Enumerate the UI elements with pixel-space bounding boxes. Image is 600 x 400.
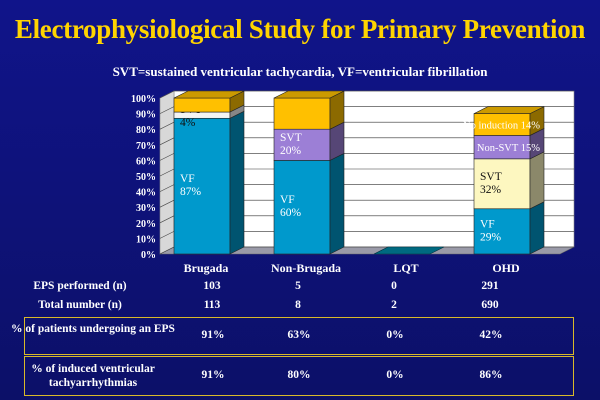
table-row-percent-induced: % of induced ventricular tachyarrhythmia… [24,356,574,396]
gridline-side [159,168,175,177]
data-label-name: SVT [480,171,502,183]
data-label-percent: 20% [280,145,302,157]
data-label-name: SVT [280,132,302,144]
data-label-name: VF [480,218,495,230]
table-row-total-number: Total number (n) 113 8 2 690 [0,299,600,317]
y-tick-label: 50% [136,172,156,183]
row-label: % of induced ventricular tachyarrhythmia… [31,363,155,389]
bar-segment-top [473,106,545,114]
data-label-name: VF [280,194,295,206]
cell-lqt: 0% [386,369,404,381]
gridline-side [159,137,175,146]
data-label: No induction 14% [463,121,540,132]
gridline-side [159,184,175,192]
data-label-name: VF [180,173,195,185]
gridline-side [159,246,175,255]
cell-ohd: 690 [481,299,499,311]
gridline-side [159,215,175,224]
bar-segment-top [173,90,245,99]
row-label: Total number (n) [38,299,122,311]
y-tick-label: 30% [136,203,156,214]
x-category-label: Brugada [184,261,229,275]
bar-segment-side [529,151,545,210]
cell-non-brugada: 5 [295,280,301,292]
gridline-side [159,106,175,114]
gridline-side [159,199,175,208]
cell-lqt: 0 [391,280,397,292]
table-row-eps-performed: EPS performed (n) 103 5 0 291 [0,280,600,298]
cell-brugada: 113 [203,299,221,311]
cell-non-brugada: 80% [287,369,311,381]
bar-segment [173,117,231,255]
cell-ohd: 86% [479,369,503,381]
bar-segment-side [329,152,345,255]
data-label-percent: 29% [480,231,502,243]
bar-segment-side [229,110,245,255]
bar-segment-top [273,90,345,99]
y-tick-label: 20% [136,219,156,230]
cell-ohd: 291 [481,280,499,292]
slide-title: Electrophysiological Study for Primary P… [14,14,586,44]
cell-lqt: 2 [391,299,397,311]
cell-brugada: 91% [201,329,225,341]
bar-segment-side [529,201,545,255]
bar-segment [273,128,331,161]
y-tick-label: 90% [136,110,156,121]
x-category-label: OHD [492,261,520,275]
data-label: Non-SVT 15% [477,143,540,154]
x-category-label: LQT [393,261,418,275]
bar-segment [473,208,531,255]
data-label-percent: 60% [280,207,302,219]
bar-segment [173,97,231,113]
cell-non-brugada: 63% [287,329,311,341]
cell-lqt: 0% [386,329,404,341]
slide-subtitle: SVT=sustained ventricular tachycardia, V… [112,64,488,79]
gridline-side [159,121,175,130]
row-label: % of patients undergoing an EPS [11,323,175,335]
table-row-percent-eps: % of patients undergoing an EPS 91% 63% … [11,317,574,355]
cell-non-brugada: 8 [295,299,301,311]
bar-empty-base [373,246,445,255]
gridline-side [159,153,175,161]
x-category-label: Non-Brugada [271,261,341,275]
y-tick-label: 0% [141,250,156,261]
cell-brugada: 91% [201,369,225,381]
stacked-bar-chart: 0%10%20%30%40%50%60%70%80%90%100%VF87%SV… [131,90,575,275]
y-tick-label: 80% [136,125,156,136]
data-label-percent: 4% [180,117,196,129]
y-tick-label: 10% [136,234,156,245]
cell-brugada: 103 [203,280,221,292]
gridline-side [159,90,175,99]
y-tick-label: 60% [136,156,156,167]
y-tick-label: 100% [131,94,156,105]
y-tick-label: 70% [136,141,156,152]
cell-ohd: 42% [479,329,503,341]
row-label: EPS performed (n) [33,280,127,292]
data-label-percent: 87% [180,186,202,198]
data-label-percent: 32% [480,184,502,196]
y-tick-label: 40% [136,188,156,199]
bar-segment [273,97,331,130]
bar-segment [273,160,331,255]
gridline-side [159,231,175,239]
